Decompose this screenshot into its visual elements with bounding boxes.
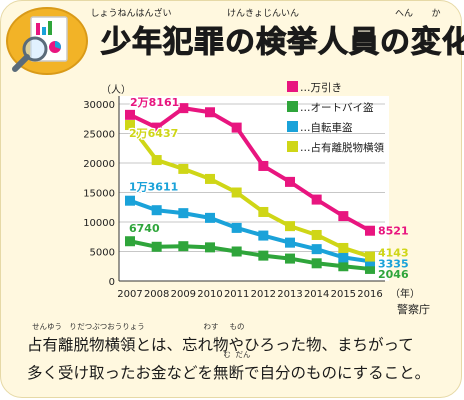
- legend-swatch: [287, 141, 298, 152]
- data-point: [285, 237, 295, 248]
- data-point: [178, 163, 189, 174]
- y-tick-label: 10000: [83, 218, 115, 229]
- page-title: 少年犯罪の検挙人員の変化: [101, 25, 464, 61]
- ruby-hen: へん: [394, 9, 414, 19]
- series-line: [129, 239, 371, 271]
- data-point: [205, 107, 215, 118]
- series-start-label: 1万3611: [129, 181, 178, 194]
- data-point: [311, 229, 322, 240]
- data-point: [285, 176, 295, 187]
- data-point: [311, 244, 322, 255]
- data-point: [365, 251, 375, 262]
- x-tick-label: 2011: [224, 289, 249, 300]
- x-tick-label: 2012: [251, 289, 276, 300]
- ruby-shounen: しょうねんはんざい: [90, 9, 172, 19]
- data-point: [178, 103, 189, 114]
- series-end-label: 8521: [378, 225, 409, 238]
- data-point: [231, 246, 242, 257]
- ruby-senyu: せんゆう: [32, 322, 62, 331]
- y-tick-label: 25000: [83, 130, 115, 141]
- data-point: [285, 221, 295, 232]
- ruby-ka: か: [431, 9, 441, 19]
- data-point: [338, 211, 349, 222]
- y-tick-label: 0: [109, 277, 115, 288]
- legend-swatch: [287, 81, 298, 92]
- y-tick-label: 20000: [83, 159, 115, 170]
- ruby-kenkyo: けんきょじんいん: [226, 9, 300, 19]
- data-point: [338, 261, 349, 272]
- data-point: [231, 122, 242, 133]
- data-point: [178, 241, 189, 252]
- ruby-datsubutsu: だつぶつおうりょう: [77, 322, 145, 331]
- series-line: [129, 198, 371, 264]
- data-point: [125, 195, 135, 206]
- data-point: [285, 253, 295, 264]
- title-ruby: しょうねんはんざい けんきょじんいん へん か: [90, 6, 455, 20]
- x-axis-label: （年）: [390, 287, 420, 300]
- y-tick-label: 5000: [90, 248, 115, 259]
- ruby-dan: だん: [235, 350, 251, 359]
- ruby-mono: もの: [229, 322, 245, 331]
- y-tick-label: 30000: [83, 100, 115, 111]
- data-point: [151, 205, 162, 216]
- x-tick-label: 2014: [304, 289, 329, 300]
- data-point: [205, 173, 215, 184]
- caption-text: 占有離脱物横領とは、忘れ物やひろった物、まちがって 多く受け取ったお金などを無断…: [27, 331, 447, 387]
- series-start-label: 2万8161: [130, 96, 179, 109]
- caption-line-1: 占有離脱物横領とは、忘れ物やひろった物、まちがって: [27, 336, 414, 354]
- legend-label: …自転車盗: [300, 121, 353, 134]
- x-tick-label: 2013: [277, 289, 302, 300]
- data-point: [125, 236, 135, 247]
- series-end-label: 3335: [378, 257, 409, 270]
- data-point: [125, 120, 135, 131]
- caption-ruby: せんゆう り だつぶつおうりょう わす もの む だん: [29, 321, 449, 359]
- data-point: [311, 258, 322, 269]
- data-point: [258, 206, 269, 217]
- data-point: [365, 263, 375, 274]
- data-point: [365, 225, 375, 236]
- ruby-wasu: わす: [203, 322, 219, 331]
- data-point: [311, 194, 322, 205]
- ruby-ri: り: [69, 322, 77, 331]
- data-point: [231, 187, 242, 198]
- series-start-label: 2万6437: [129, 127, 178, 140]
- source-label: 警察庁: [397, 303, 430, 316]
- data-point: [231, 222, 242, 233]
- legend-label: …占有離脱物横領: [300, 141, 384, 154]
- x-tick-label: 2007: [117, 289, 142, 300]
- data-point: [151, 241, 162, 252]
- ruby-mu: む: [223, 350, 231, 359]
- y-tick-label: 15000: [83, 189, 115, 200]
- caption-line-2: 多く受け取ったお金などを無断で自分のものにすること。: [27, 364, 431, 382]
- data-point: [338, 252, 349, 263]
- legend-swatch: [287, 121, 298, 132]
- series-line: [128, 123, 371, 259]
- legend-label: …オートバイ盗: [300, 101, 374, 114]
- magnifier-chart-icon: [5, 5, 89, 77]
- data-point: [178, 208, 189, 219]
- x-tick-label: 2008: [144, 289, 169, 300]
- series-end-label: 2046: [378, 268, 409, 281]
- data-point: [151, 155, 162, 166]
- series-start-label: 6740: [129, 222, 160, 235]
- data-point: [258, 230, 269, 241]
- data-point: [258, 250, 269, 261]
- data-point: [205, 212, 215, 223]
- series-line: [129, 106, 371, 233]
- data-point: [125, 109, 135, 120]
- x-tick-label: 2009: [171, 289, 196, 300]
- y-axis-label: （人）: [101, 84, 131, 96]
- legend-label: …万引き: [300, 81, 342, 94]
- data-point: [205, 242, 215, 253]
- legend-swatch: [287, 101, 298, 112]
- series-end-label: 4143: [378, 247, 409, 260]
- data-point: [338, 242, 349, 253]
- x-tick-label: 2010: [197, 289, 222, 300]
- x-tick-label: 2016: [357, 289, 382, 300]
- data-point: [258, 160, 269, 171]
- x-tick-label: 2015: [331, 289, 356, 300]
- data-point: [151, 122, 162, 133]
